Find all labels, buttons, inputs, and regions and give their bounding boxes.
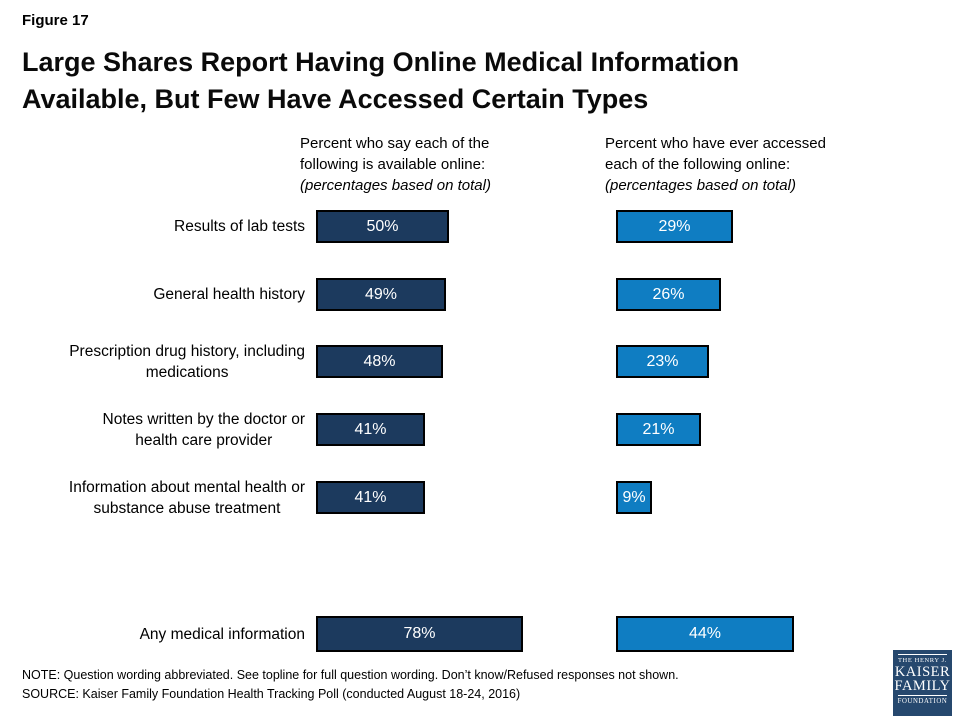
source-text: SOURCE: Kaiser Family Foundation Health …: [22, 687, 521, 701]
bar-value-label: 9%: [622, 488, 646, 506]
column-header-available: Percent who say each of the following is…: [300, 133, 491, 196]
bar-value-label: 50%: [366, 217, 399, 235]
category-label-cell: Prescription drug history, including med…: [22, 343, 305, 381]
bar-available: 50%: [316, 210, 449, 243]
bar-available: 49%: [316, 278, 446, 311]
bar-available: 41%: [316, 413, 425, 446]
footer-notes: NOTE: Question wording abbreviated. See …: [22, 666, 679, 704]
bar-accessed: 9%: [616, 481, 652, 514]
chart-title: Large Shares Report Having Online Medica…: [22, 44, 922, 118]
bar-value-label: 78%: [403, 625, 436, 642]
category-label: General health history: [153, 286, 305, 303]
bar-available: 78%: [316, 616, 523, 652]
bar-accessed: 26%: [616, 278, 721, 311]
bar-value-label: 41%: [354, 488, 387, 506]
bar-accessed: 23%: [616, 345, 709, 378]
column-header-available-line-1: Percent who say each of the: [300, 135, 490, 152]
column-header-accessed: Percent who have ever accessed each of t…: [605, 133, 826, 196]
bar-accessed: 44%: [616, 616, 794, 652]
note-text: NOTE: Question wording abbreviated. See …: [22, 668, 679, 682]
figure-label: Figure 17: [22, 12, 89, 29]
chart-row-lab-tests: Results of lab tests 50% 29%: [0, 210, 960, 243]
bar-value-label: 49%: [364, 285, 398, 303]
bar-accessed: 21%: [616, 413, 701, 446]
chart-row-health-history: General health history 49% 26%: [0, 278, 960, 311]
bar-accessed: 29%: [616, 210, 733, 243]
category-label-cell: General health history: [22, 278, 305, 311]
chart-row-prescription-history: Prescription drug history, including med…: [0, 343, 960, 381]
kff-logo: THE HENRY J. KAISER FAMILY FOUNDATION: [893, 650, 952, 716]
category-label: Results of lab tests: [174, 218, 305, 235]
category-label-cell: Results of lab tests: [22, 210, 305, 243]
bar-value-label: 48%: [363, 352, 396, 370]
logo-foundation-text: FOUNDATION: [897, 698, 948, 705]
column-header-accessed-line-2: each of the following online:: [605, 156, 791, 173]
logo-top-rule: [898, 654, 947, 655]
chart-row-doctor-notes: Notes written by the doctor or health ca…: [0, 411, 960, 449]
column-header-available-line-2: following is available online:: [300, 156, 486, 173]
chart-title-line-1: Large Shares Report Having Online Medica…: [22, 47, 740, 77]
column-header-accessed-line-1: Percent who have ever accessed: [605, 135, 826, 152]
column-header-available-line-3: (percentages based on total): [300, 177, 491, 194]
chart-title-line-2: Available, But Few Have Accessed Certain…: [22, 84, 649, 114]
logo-family-text: FAMILY: [894, 678, 951, 694]
column-header-accessed-line-3: (percentages based on total): [605, 177, 796, 194]
bar-value-label: 21%: [642, 420, 675, 438]
logo-kaiser-text: KAISER: [894, 664, 951, 680]
category-label-cell: Any medical information: [22, 616, 305, 652]
category-label: Prescription drug history, including med…: [69, 342, 305, 381]
chart-row-mental-health: Information about mental health or subst…: [0, 479, 960, 517]
category-label-cell: Information about mental health or subst…: [22, 479, 305, 517]
logo-bottom-rule: [898, 695, 947, 696]
bar-value-label: 44%: [688, 625, 722, 642]
bar-available: 41%: [316, 481, 425, 514]
category-label: Information about mental health or subst…: [68, 478, 305, 517]
logo-henry-j-text: THE HENRY J.: [897, 657, 948, 664]
bar-value-label: 26%: [652, 285, 685, 303]
chart-row-any-medical-info: Any medical information 78% 44%: [0, 616, 960, 652]
category-label: Any medical information: [139, 625, 305, 643]
category-label-cell: Notes written by the doctor or health ca…: [22, 411, 305, 449]
category-label: Notes written by the doctor or health ca…: [102, 410, 305, 449]
bar-value-label: 41%: [354, 420, 387, 438]
bar-value-label: 23%: [646, 352, 679, 370]
bar-value-label: 29%: [658, 217, 691, 235]
bar-available: 48%: [316, 345, 443, 378]
